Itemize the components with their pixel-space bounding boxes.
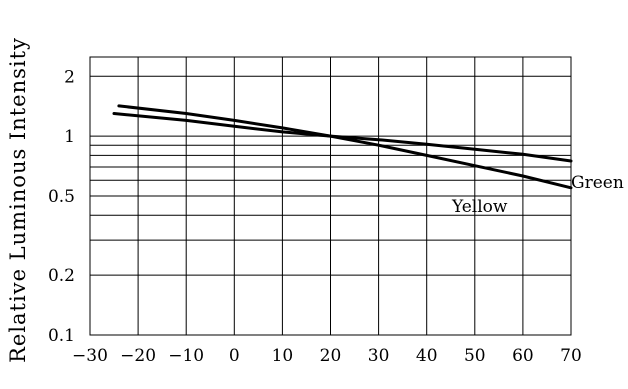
x-tick-label: 60 [512, 346, 534, 366]
y-tick-label: 1 [64, 127, 75, 147]
y-tick-label: 0.1 [48, 326, 75, 346]
series-layer [112, 104, 573, 190]
y-axis-ticks: 0.1 0.2 0.5 1 2 [48, 67, 75, 346]
series-line-green [112, 112, 573, 163]
series-label-green: Green [571, 173, 624, 193]
y-tick-label: 2 [64, 67, 75, 87]
y-tick-label: 0.5 [48, 187, 75, 207]
x-tick-label: 30 [368, 346, 390, 366]
x-tick-label: 50 [464, 346, 486, 366]
y-tick-label: 0.2 [48, 266, 75, 286]
series-line-yellow [117, 104, 573, 190]
x-tick-label: −30 [72, 346, 108, 366]
x-tick-label: −20 [120, 346, 156, 366]
x-tick-label: −10 [168, 346, 204, 366]
x-axis-ticks: −30 −20 −10 0 10 20 30 40 50 60 70 [72, 346, 582, 366]
series-label-yellow: Yellow [451, 197, 508, 217]
y-axis-label: Relative Luminous Intensity [6, 37, 30, 363]
grid [89, 56, 572, 336]
x-tick-label: 20 [320, 346, 342, 366]
x-tick-label: 40 [416, 346, 438, 366]
x-tick-label: 70 [560, 346, 582, 366]
x-tick-label: 10 [272, 346, 294, 366]
x-tick-label: 0 [229, 346, 240, 366]
